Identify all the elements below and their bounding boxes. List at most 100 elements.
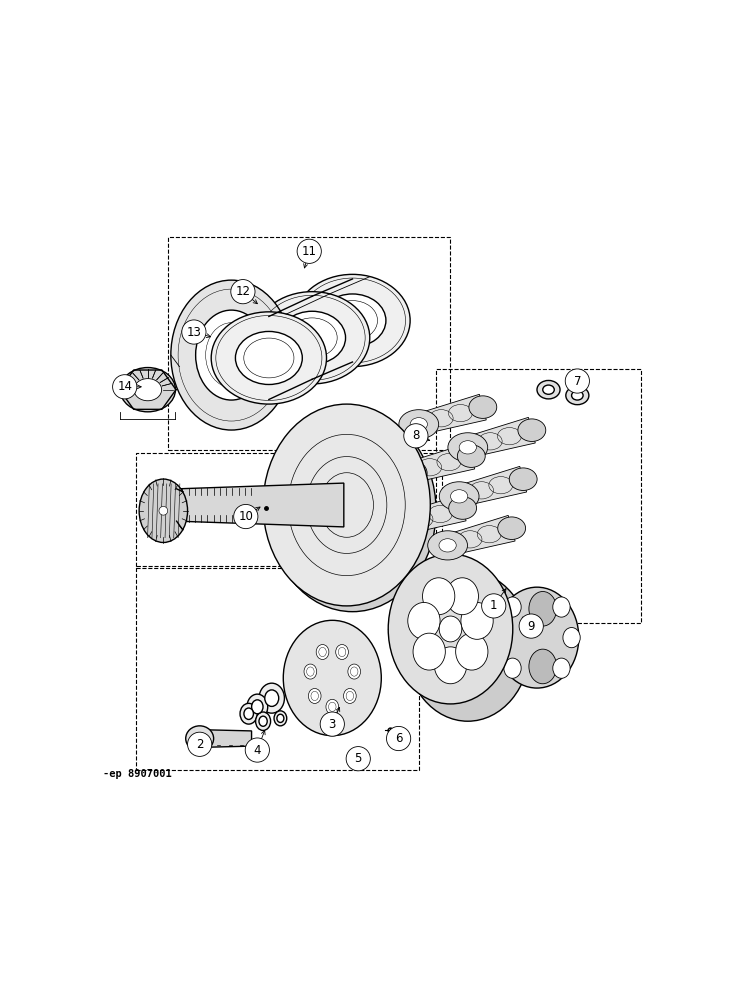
Ellipse shape bbox=[277, 714, 284, 722]
Ellipse shape bbox=[254, 292, 370, 384]
Ellipse shape bbox=[543, 385, 554, 394]
Ellipse shape bbox=[251, 700, 263, 714]
Text: 12: 12 bbox=[235, 285, 251, 298]
Ellipse shape bbox=[459, 441, 476, 454]
Text: 2: 2 bbox=[196, 738, 203, 751]
Ellipse shape bbox=[448, 433, 487, 462]
Ellipse shape bbox=[120, 368, 176, 412]
Ellipse shape bbox=[461, 602, 493, 639]
Ellipse shape bbox=[388, 554, 513, 704]
Ellipse shape bbox=[318, 647, 327, 657]
Ellipse shape bbox=[504, 658, 521, 678]
Ellipse shape bbox=[319, 294, 386, 347]
Ellipse shape bbox=[529, 649, 557, 684]
Ellipse shape bbox=[139, 479, 187, 542]
Ellipse shape bbox=[269, 410, 436, 612]
Polygon shape bbox=[396, 495, 466, 535]
Ellipse shape bbox=[339, 647, 346, 657]
Ellipse shape bbox=[496, 587, 579, 688]
Circle shape bbox=[565, 369, 589, 393]
Circle shape bbox=[246, 738, 269, 762]
Text: -ep 8907001: -ep 8907001 bbox=[103, 769, 172, 779]
Ellipse shape bbox=[469, 396, 497, 418]
Ellipse shape bbox=[274, 711, 286, 726]
Ellipse shape bbox=[346, 691, 353, 701]
Ellipse shape bbox=[263, 404, 430, 606]
Ellipse shape bbox=[283, 620, 382, 736]
Ellipse shape bbox=[405, 571, 530, 721]
Text: 7: 7 bbox=[574, 375, 581, 388]
Circle shape bbox=[346, 747, 371, 771]
Ellipse shape bbox=[316, 645, 329, 660]
Circle shape bbox=[481, 594, 506, 618]
Ellipse shape bbox=[336, 645, 348, 660]
Ellipse shape bbox=[504, 597, 521, 617]
Ellipse shape bbox=[265, 690, 279, 706]
Ellipse shape bbox=[498, 517, 525, 539]
Text: 3: 3 bbox=[329, 718, 336, 731]
Ellipse shape bbox=[410, 418, 427, 431]
Circle shape bbox=[112, 375, 137, 399]
Ellipse shape bbox=[458, 445, 485, 467]
Text: 14: 14 bbox=[118, 380, 132, 393]
Polygon shape bbox=[445, 515, 515, 556]
Ellipse shape bbox=[439, 539, 456, 552]
Ellipse shape bbox=[571, 391, 583, 400]
Ellipse shape bbox=[434, 647, 466, 684]
Ellipse shape bbox=[553, 658, 570, 678]
Text: 9: 9 bbox=[527, 620, 535, 633]
Ellipse shape bbox=[344, 688, 356, 703]
Text: 6: 6 bbox=[395, 732, 403, 745]
Circle shape bbox=[404, 424, 428, 448]
Ellipse shape bbox=[171, 280, 292, 430]
Text: 8: 8 bbox=[412, 429, 420, 442]
Ellipse shape bbox=[449, 497, 477, 519]
Ellipse shape bbox=[279, 311, 345, 364]
Bar bbox=[168, 237, 451, 450]
Ellipse shape bbox=[326, 699, 339, 714]
Text: 1: 1 bbox=[490, 599, 498, 612]
Bar bbox=[436, 369, 641, 623]
Circle shape bbox=[297, 239, 321, 263]
Ellipse shape bbox=[455, 633, 488, 670]
Ellipse shape bbox=[529, 591, 557, 626]
Ellipse shape bbox=[247, 694, 268, 719]
Ellipse shape bbox=[304, 664, 317, 679]
Text: 10: 10 bbox=[238, 510, 253, 523]
Ellipse shape bbox=[563, 628, 580, 648]
Ellipse shape bbox=[399, 410, 439, 439]
Circle shape bbox=[386, 726, 411, 751]
Ellipse shape bbox=[451, 490, 468, 503]
Ellipse shape bbox=[566, 386, 589, 405]
Ellipse shape bbox=[259, 716, 267, 726]
Ellipse shape bbox=[244, 708, 254, 719]
Text: 4: 4 bbox=[254, 744, 261, 757]
Text: 11: 11 bbox=[302, 245, 317, 258]
Ellipse shape bbox=[537, 380, 560, 399]
Circle shape bbox=[519, 614, 543, 638]
Circle shape bbox=[320, 712, 344, 736]
Ellipse shape bbox=[388, 459, 427, 488]
Ellipse shape bbox=[350, 667, 358, 676]
Ellipse shape bbox=[553, 597, 570, 617]
Ellipse shape bbox=[423, 578, 455, 615]
Text: 13: 13 bbox=[187, 326, 202, 339]
Ellipse shape bbox=[379, 511, 418, 540]
Ellipse shape bbox=[399, 467, 416, 480]
Ellipse shape bbox=[186, 726, 214, 751]
Polygon shape bbox=[199, 730, 251, 747]
Ellipse shape bbox=[439, 482, 479, 511]
Ellipse shape bbox=[428, 531, 467, 560]
Circle shape bbox=[187, 732, 212, 756]
Ellipse shape bbox=[509, 468, 537, 490]
Text: 5: 5 bbox=[355, 752, 362, 765]
Circle shape bbox=[182, 320, 206, 344]
Polygon shape bbox=[176, 483, 344, 527]
Circle shape bbox=[159, 506, 167, 515]
Ellipse shape bbox=[311, 691, 318, 701]
Circle shape bbox=[234, 504, 258, 529]
Ellipse shape bbox=[408, 602, 440, 639]
Ellipse shape bbox=[196, 310, 267, 400]
Ellipse shape bbox=[235, 331, 302, 384]
Ellipse shape bbox=[134, 379, 161, 401]
